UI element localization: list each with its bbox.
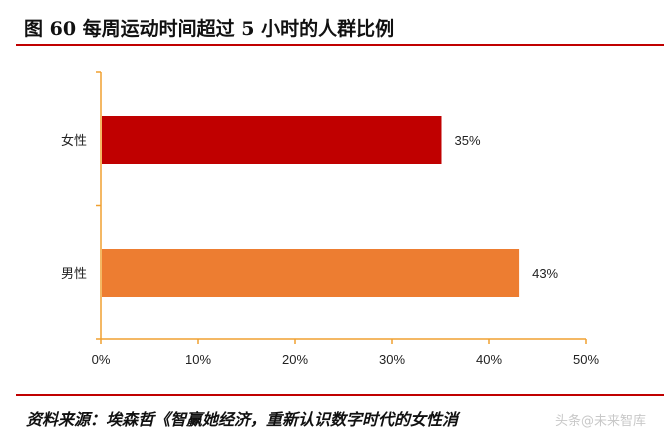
page-title: 图 60 每周运动时间超过 5 小时的人群比例	[24, 18, 395, 40]
bar-0	[102, 116, 442, 164]
category-label-1: 男性	[61, 267, 87, 282]
data-label-0: 35%	[455, 133, 481, 148]
category-label-0: 女性	[61, 133, 87, 149]
x-tick-label-4: 40%	[476, 352, 502, 367]
footer-divider	[16, 394, 664, 396]
watermark: 头条@未来智库	[554, 414, 646, 429]
x-tick-label-0: 0%	[92, 352, 111, 367]
data-label-1: 43%	[532, 266, 558, 281]
x-tick-label-3: 30%	[379, 352, 405, 367]
x-tick-label-2: 20%	[282, 352, 308, 367]
title-divider	[16, 44, 664, 46]
x-tick-label-5: 50%	[573, 352, 599, 367]
bar-1	[102, 249, 520, 297]
source-note: 资料来源：埃森哲《智赢她经济，重新认识数字时代的女性消	[26, 410, 459, 429]
x-tick-label-1: 10%	[185, 352, 211, 367]
